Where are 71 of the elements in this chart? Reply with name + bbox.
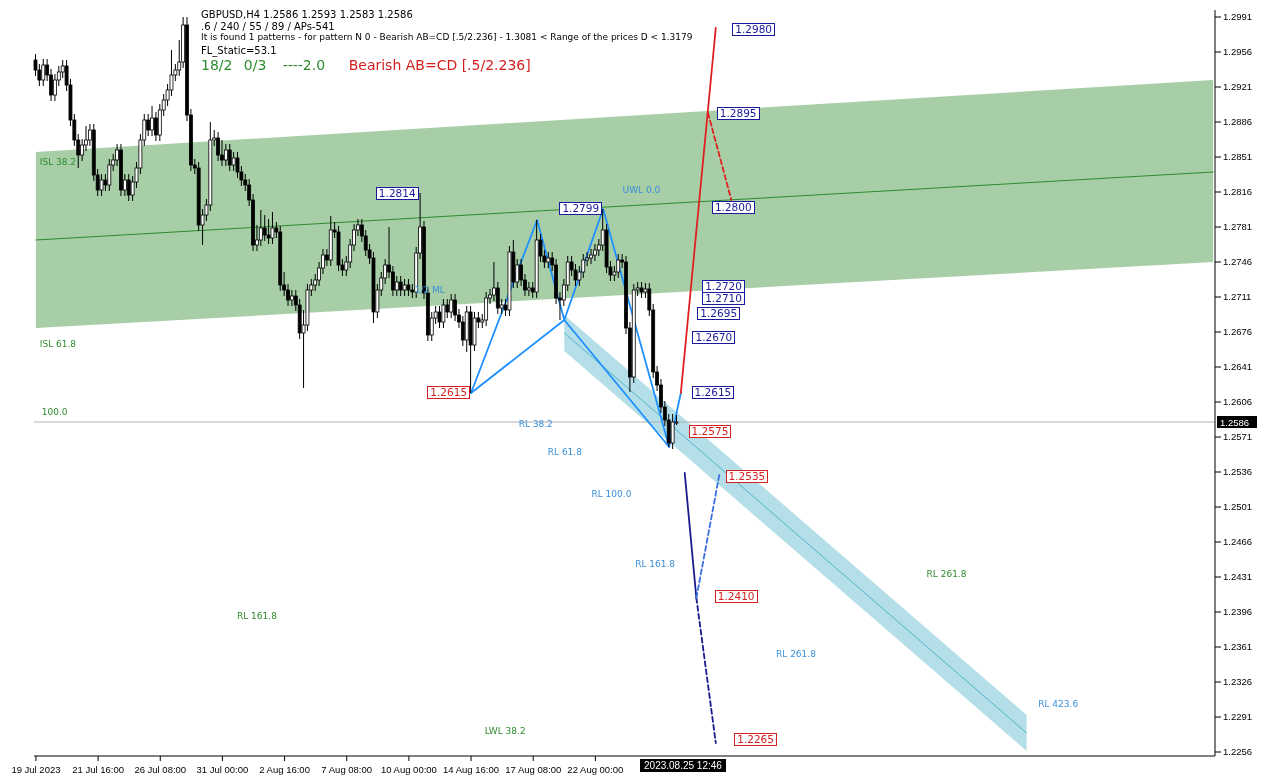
annotation: 1.2800	[711, 201, 755, 214]
annotation: RL 423.6	[1038, 699, 1079, 710]
y-tick-label: 1.2956	[1223, 46, 1253, 58]
text: 2023.08.25 12:46	[640, 759, 726, 772]
x-tick-label: 21 Jul 16:00	[72, 764, 124, 775]
y-tick-label: 1.2921	[1223, 81, 1253, 93]
annotation: 1.2575	[688, 425, 732, 438]
annotation: RL 261.8	[776, 649, 816, 660]
annotation: 1.2410	[714, 590, 758, 603]
annotation: ISL 61.8	[39, 339, 77, 350]
x-tick-label: 19 Jul 2023	[11, 764, 61, 775]
annotation: 100.0	[41, 407, 68, 418]
x-tick-label: 22 Aug 00:00	[567, 764, 624, 775]
y-tick-label: 1.2571	[1223, 431, 1253, 443]
y-tick-label: 1.2606	[1223, 396, 1253, 408]
ref-line-label: 1.2586	[1220, 417, 1250, 428]
x-tick-label: 14 Aug 16:00	[443, 764, 500, 775]
x-tick-label: 10 Aug 00:00	[380, 764, 437, 775]
y-tick-label: 1.2641	[1223, 361, 1253, 373]
annotation: 1.2695	[697, 307, 741, 320]
y-tick-label: 1.2746	[1223, 256, 1253, 268]
y-tick-label: 1.2536	[1223, 466, 1253, 478]
annotation: RL 61.8	[547, 447, 582, 458]
annotation: 1.2895	[716, 107, 760, 120]
annotation: RL 161.8	[236, 611, 277, 622]
y-tick-label: 1.2396	[1223, 606, 1253, 618]
annotation: ----2.0	[282, 57, 326, 74]
y-tick-label: 1.2291	[1223, 711, 1253, 723]
annotation: RL 161.8	[635, 559, 676, 570]
annotation: GBPUSD,H4 1.2586 1.2593 1.2583 1.2586	[201, 9, 413, 20]
y-tick-label: 1.2431	[1223, 571, 1253, 583]
x-tick-label: 2 Aug 16:00	[259, 764, 310, 775]
x-tick-label: 26 Jul 08:00	[134, 764, 187, 775]
annotation: ISL 38.2	[39, 157, 77, 168]
annotation: 1.2615	[427, 386, 471, 399]
y-tick-label: 1.2361	[1223, 641, 1253, 653]
annotation: It is found 1 patterns - for pattern N 0 - Bearish AB=CD [.5/2.236] - 1.3081 < Range of the prices D < 1.3179	[201, 32, 693, 43]
annotation: 1.2535	[725, 470, 769, 483]
y-tick-label: 1.2466	[1223, 536, 1253, 548]
annotation: UWL 0.0	[622, 185, 661, 196]
annotation: 1.2980	[732, 23, 776, 36]
annotation: LWL 38.2	[484, 726, 526, 737]
annotation: 1.2670	[692, 331, 736, 344]
y-tick-label: 1.2501	[1223, 501, 1253, 513]
annotation: 18/2	[201, 57, 233, 74]
annotation: 1.2710	[702, 292, 745, 305]
x-tick-label: 7 Aug 08:00	[321, 764, 373, 775]
annotation: FL_Static=53.1	[201, 45, 277, 56]
annotation: RL 261.8	[926, 569, 967, 580]
annotation: 1.2720	[702, 280, 745, 293]
annotation: 1/2 ML	[414, 285, 445, 296]
annotation: 1.2814	[375, 187, 419, 200]
annotation: Bearish AB=CD [.5/2.236]	[348, 57, 531, 74]
y-tick-label: 1.2816	[1223, 186, 1253, 198]
annotation: 1.2265	[734, 733, 777, 746]
y-tick-label: 1.2781	[1223, 221, 1253, 233]
annotation: 0/3	[243, 57, 267, 74]
y-tick-label: 1.2676	[1223, 326, 1253, 338]
x-tick-label: 31 Jul 00:00	[196, 764, 249, 775]
y-tick-label: 1.2851	[1223, 151, 1253, 163]
x-tick-label: 17 Aug 08:00	[505, 764, 562, 775]
annotation: RL 100.0	[591, 489, 632, 500]
y-tick-label: 1.2326	[1223, 676, 1253, 688]
annotation: 1.2615	[691, 386, 735, 399]
y-tick-label: 1.2991	[1223, 11, 1253, 23]
y-tick-label: 1.2886	[1223, 116, 1253, 128]
y-tick-label: 1.2256	[1223, 746, 1253, 758]
y-tick-label: 1.2711	[1223, 291, 1252, 303]
annotation: RL 38.2	[518, 419, 553, 430]
annotation: 1.2799	[559, 202, 603, 215]
annotation: .6 / 240 / 55 / 89 / APs-541	[201, 21, 335, 32]
